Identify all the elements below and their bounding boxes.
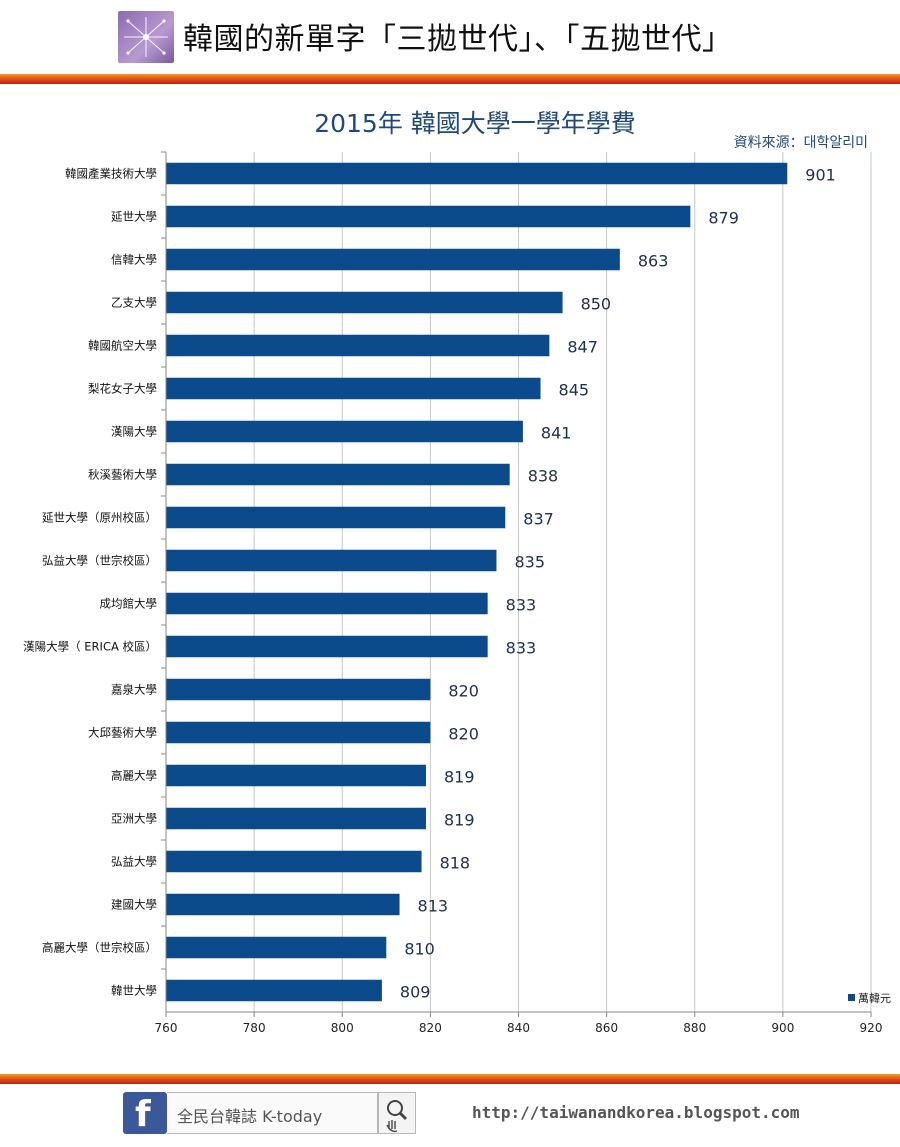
category-label: 弘益大學 — [111, 855, 157, 869]
legend-swatch — [848, 994, 855, 1001]
data-label: 818 — [440, 854, 471, 873]
category-label: 嘉泉大學 — [111, 683, 157, 697]
category-label: 延世大學 — [111, 210, 157, 224]
header-logo — [118, 11, 174, 63]
category-label: 梨花女子大學 — [88, 382, 157, 396]
category-label: 建國大學 — [111, 898, 157, 912]
data-label: 820 — [448, 725, 479, 744]
x-tick-label: 760 — [155, 1021, 178, 1035]
category-label: 高麗大學 — [111, 769, 157, 783]
bar — [166, 506, 506, 529]
legend: 萬韓元 — [848, 992, 891, 1005]
data-label: 837 — [523, 510, 554, 529]
x-tick-label: 900 — [771, 1021, 794, 1035]
magnifier-hand-icon — [386, 1100, 408, 1133]
search-button[interactable] — [378, 1092, 416, 1134]
bar — [166, 592, 488, 615]
data-label: 879 — [708, 209, 739, 228]
x-tick-label: 800 — [331, 1021, 354, 1035]
category-label: 乙支大學 — [111, 296, 157, 310]
data-label: 850 — [581, 295, 612, 314]
data-label: 809 — [400, 983, 431, 1002]
category-label: 弘益大學（世宗校區） — [42, 554, 157, 568]
data-label: 863 — [638, 252, 669, 271]
category-label: 延世大學（原州校區） — [42, 511, 157, 525]
bar — [166, 248, 620, 271]
bar — [166, 936, 387, 959]
header-divider — [0, 74, 900, 84]
page-title: 韓國的新單字「三拋世代」、「五拋世代」 — [183, 22, 733, 57]
network-star-icon — [124, 17, 168, 57]
chart-title: 2015年 韓國大學一學年學費 — [314, 109, 636, 138]
x-tick-label: 880 — [683, 1021, 706, 1035]
footer-divider — [0, 1074, 900, 1084]
bar — [166, 420, 523, 443]
bar — [166, 850, 422, 873]
x-tick-label: 780 — [243, 1021, 266, 1035]
data-label: 833 — [506, 596, 537, 615]
facebook-icon[interactable]: f — [123, 1092, 167, 1135]
data-label: 845 — [559, 381, 590, 400]
category-label: 信韓大學 — [111, 253, 157, 267]
data-label: 819 — [444, 768, 475, 787]
data-label: 833 — [506, 639, 537, 658]
category-label: 秋溪藝術大學 — [88, 468, 157, 482]
gridlines — [253, 152, 872, 1012]
bar-chart: 2015年 韓國大學一學年學費 資料來源：대학알리미 901 879 863 850 8… — [23, 109, 891, 1035]
data-label: 847 — [567, 338, 598, 357]
category-label: 漢陽大學 — [111, 425, 157, 439]
category-label: 高麗大學（世宗校區） — [42, 941, 157, 955]
data-label: 819 — [444, 811, 475, 830]
data-label: 835 — [514, 553, 545, 572]
category-label: 韓國航空大學 — [88, 339, 157, 353]
bar — [166, 721, 431, 744]
x-tick-label: 840 — [507, 1021, 530, 1035]
data-label: 820 — [448, 682, 479, 701]
bar — [166, 377, 541, 400]
category-label: 韓世大學 — [111, 984, 157, 998]
bars: 901 879 863 850 847 845 841 838 837 835 833 833 820 8… — [166, 162, 836, 1002]
data-label: 901 — [805, 166, 836, 185]
brand-name: 全民台韓誌 K-today — [177, 1107, 323, 1126]
bar — [166, 291, 563, 314]
category-label: 大邱藝術大學 — [88, 726, 157, 740]
x-tick-label: 820 — [419, 1021, 442, 1035]
facebook-search-box[interactable]: f 全民台韓誌 K-today — [123, 1092, 416, 1135]
legend-label: 萬韓元 — [858, 992, 891, 1005]
axes: 760 780 800 820 840 860 880 900 920 韓國產業技術大學延世大學信… — [23, 151, 883, 1035]
bar — [166, 678, 431, 701]
category-label: 亞洲大學 — [111, 812, 157, 826]
bar — [166, 807, 426, 830]
data-label: 810 — [404, 940, 435, 959]
category-label: 漢陽大學（ ERICA 校區） — [23, 640, 157, 654]
bar — [166, 162, 788, 185]
category-label: 韓國產業技術大學 — [65, 167, 157, 181]
bar — [166, 205, 691, 228]
bar — [166, 635, 488, 658]
chart-source: 資料來源：대학알리미 — [734, 135, 868, 151]
x-tick-label: 860 — [595, 1021, 618, 1035]
category-label: 成均館大學 — [100, 597, 158, 611]
brand-field[interactable]: 全民台韓誌 K-today — [167, 1092, 378, 1134]
blog-url[interactable]: http://taiwanandkorea.blogspot.com — [472, 1103, 800, 1122]
bar — [166, 549, 497, 572]
x-tick-label: 920 — [860, 1021, 883, 1035]
bar — [166, 463, 510, 486]
data-label: 841 — [541, 424, 572, 443]
bar — [166, 979, 382, 1002]
data-label: 813 — [418, 897, 449, 916]
bar — [166, 334, 550, 357]
data-label: 838 — [528, 467, 559, 486]
bar — [166, 764, 426, 787]
bar — [166, 893, 400, 916]
